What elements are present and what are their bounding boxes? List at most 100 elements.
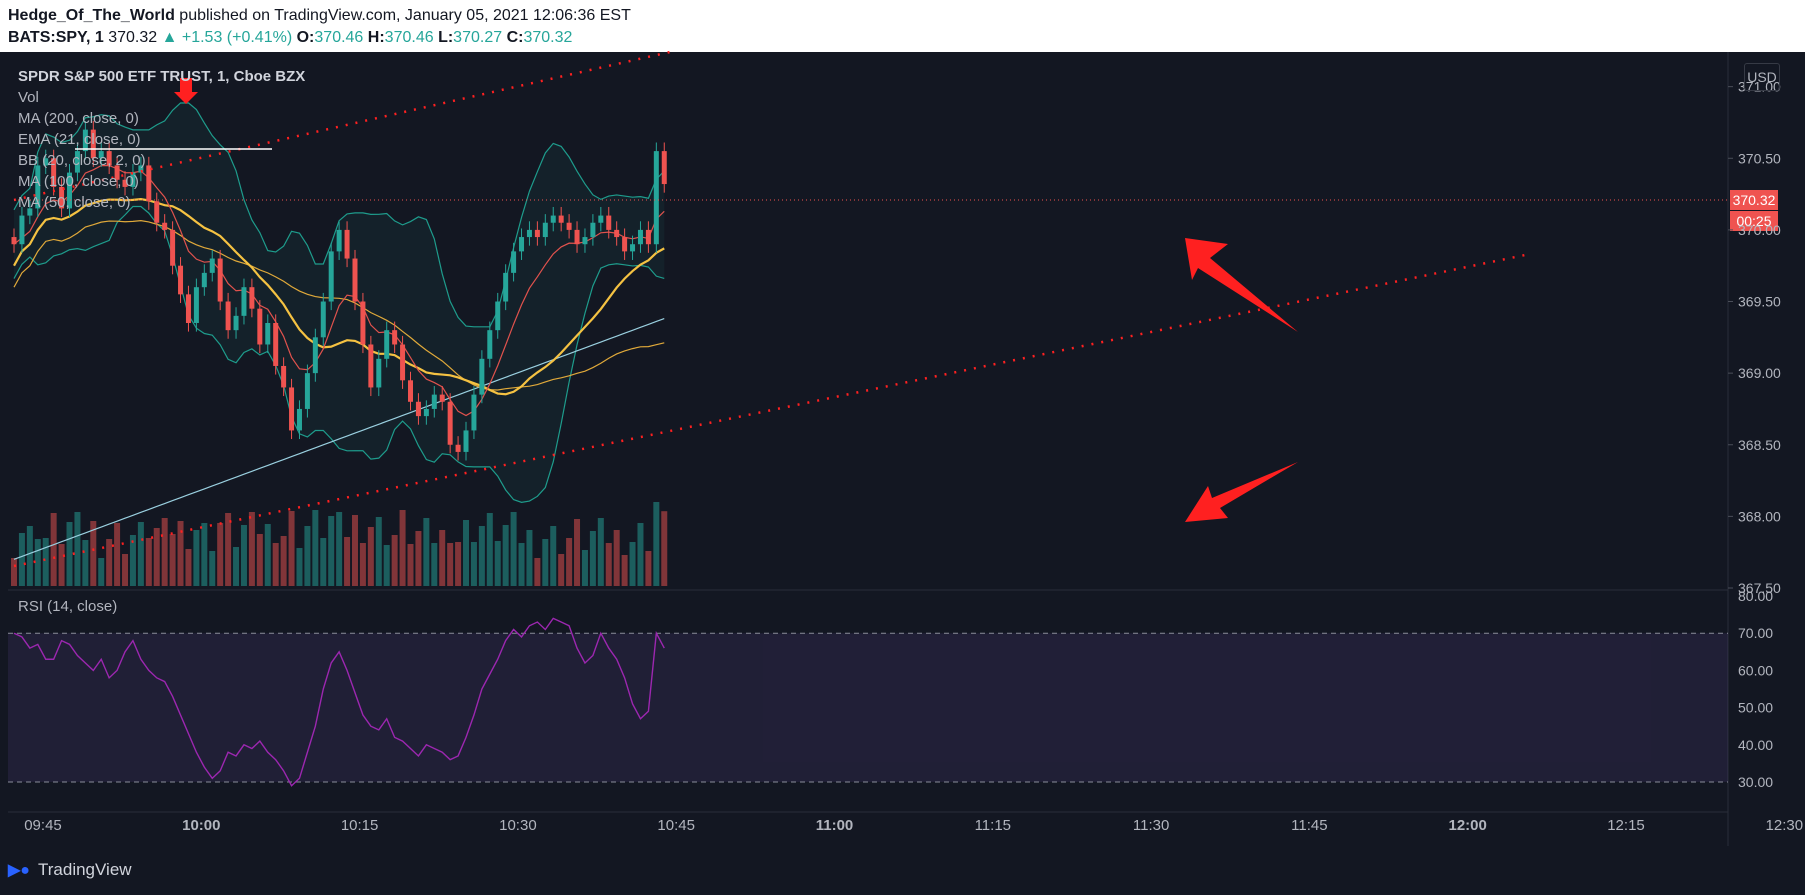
volume-bar: [621, 555, 628, 586]
volume-bar: [383, 545, 390, 586]
publish-header: Hedge_Of_The_World published on TradingV…: [0, 0, 1805, 52]
volume-bar: [288, 511, 295, 586]
price-tick: 370.00: [1738, 222, 1781, 238]
volume-bar: [177, 521, 184, 586]
legend-vol[interactable]: Vol: [18, 89, 39, 106]
legend-bb[interactable]: BB (20, close, 2, 0): [18, 152, 146, 169]
candle-body: [51, 158, 57, 187]
candle-body: [43, 158, 49, 166]
volume-bar: [637, 523, 644, 586]
volume-bar: [359, 543, 366, 586]
close-label: C:: [506, 29, 524, 46]
volume-bar: [161, 518, 168, 586]
candle-body: [400, 344, 406, 381]
price-change: ▲ +1.53 (+0.41%): [161, 29, 293, 46]
candle-body: [130, 172, 136, 187]
candle-body: [463, 430, 469, 452]
volume-bar: [193, 530, 200, 586]
price-tag-box: [1730, 190, 1778, 210]
candle-body: [217, 258, 223, 302]
symbol-label: BATS:SPY, 1: [8, 29, 104, 46]
volume-bar: [82, 540, 89, 586]
published-text: published on TradingView.com, January 05…: [179, 7, 631, 24]
legend-ma100[interactable]: MA (100, close, 0): [18, 173, 139, 190]
volume-bar: [304, 526, 311, 586]
candle-body: [566, 222, 572, 230]
time-tick: 09:45: [24, 817, 62, 834]
candle-body: [376, 358, 382, 388]
candle-body: [645, 229, 651, 245]
volume-bar: [566, 538, 573, 586]
volume-bar: [375, 517, 382, 586]
volume-bar: [470, 542, 477, 586]
legend-ma50[interactable]: MA (50, close, 0): [18, 194, 131, 211]
candle-body: [447, 401, 453, 445]
candle-body: [265, 323, 271, 345]
candle-body: [384, 330, 390, 359]
time-tick: 11:30: [1133, 817, 1169, 834]
volume-bar: [526, 530, 533, 586]
volume-bar: [137, 522, 144, 586]
volume-bar: [114, 523, 121, 586]
rsi-legend[interactable]: RSI (14, close): [18, 598, 118, 615]
legend-ma200[interactable]: MA (200, close, 0): [18, 110, 139, 127]
volume-bar: [589, 531, 596, 586]
volume-bar: [74, 512, 81, 586]
quote-line: BATS:SPY, 1 370.32 ▲ +1.53 (+0.41%) O:37…: [8, 29, 572, 47]
candle-body: [590, 222, 596, 238]
candle-body: [241, 287, 247, 316]
volume-bar: [486, 513, 493, 586]
volume-bar: [351, 515, 358, 586]
volume-bar: [367, 527, 374, 586]
bb-fill: [14, 102, 665, 503]
countdown-box: [1730, 211, 1778, 231]
volume-bar: [312, 510, 319, 586]
candle-body: [35, 165, 41, 209]
candle-body: [67, 172, 73, 209]
volume-bar: [510, 512, 517, 586]
legend-ema21[interactable]: EMA (21, close, 0): [18, 131, 141, 148]
tradingview-logo[interactable]: ▶● TradingView: [8, 860, 132, 880]
candle-body: [503, 272, 509, 302]
candle-body: [185, 294, 191, 323]
rsi-line: [13, 617, 665, 787]
volume-bar: [518, 543, 525, 586]
candle-body: [392, 330, 398, 345]
time-tick: 10:15: [341, 817, 379, 834]
volume-bar: [201, 523, 208, 586]
volume-bar: [391, 535, 398, 586]
candle-body: [328, 251, 334, 302]
rsi-tick: 40.00: [1738, 737, 1773, 753]
candle-body: [82, 129, 88, 152]
candle-body: [495, 301, 501, 331]
candle-body: [661, 151, 667, 185]
volume-bar: [26, 526, 33, 586]
rsi-tick: 60.00: [1738, 662, 1773, 678]
candle-body: [598, 215, 604, 223]
volume-bar: [455, 542, 462, 586]
time-tick: 11:00: [816, 817, 854, 834]
author-name[interactable]: Hedge_Of_The_World: [8, 7, 175, 24]
volume-bar: [550, 526, 557, 586]
volume-bar: [328, 516, 335, 586]
rsi-band: [8, 633, 1728, 782]
volume-bar: [494, 541, 501, 586]
volume-bar: [542, 539, 549, 586]
volume-bar: [613, 530, 620, 586]
volume-bar: [66, 522, 73, 586]
open-value: 370.46: [314, 29, 364, 46]
candle-body: [479, 358, 485, 395]
bb-upper: [13, 102, 665, 328]
price-tick: 369.50: [1738, 294, 1781, 310]
currency-button[interactable]: USD: [1744, 63, 1780, 91]
volume-bar: [280, 536, 287, 586]
candle-body: [622, 237, 628, 252]
volume-bar: [217, 523, 224, 586]
candle-body: [209, 258, 215, 273]
candle-body: [423, 408, 429, 417]
candle-body: [360, 301, 366, 345]
volume-bar: [558, 554, 565, 586]
candle-body: [11, 237, 17, 245]
volume-bar: [478, 526, 485, 586]
